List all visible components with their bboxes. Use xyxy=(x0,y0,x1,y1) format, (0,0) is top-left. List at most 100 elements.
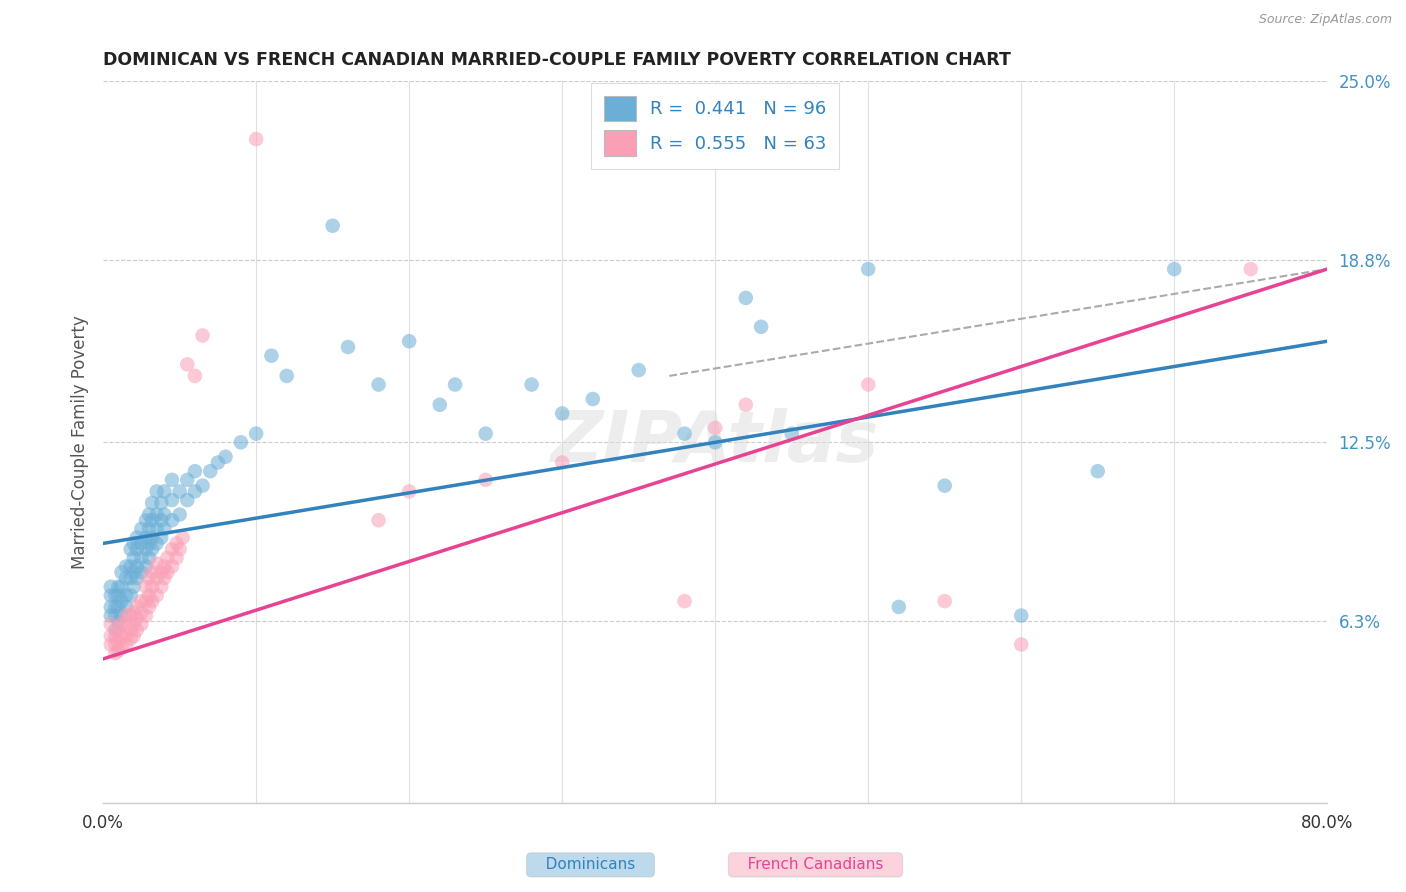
Point xyxy=(734,291,756,305)
Point xyxy=(125,559,148,574)
Point xyxy=(336,340,359,354)
Point xyxy=(398,484,420,499)
Point xyxy=(176,473,198,487)
Point xyxy=(734,398,756,412)
Point xyxy=(160,473,183,487)
Point xyxy=(145,484,167,499)
Y-axis label: Married-Couple Family Poverty: Married-Couple Family Poverty xyxy=(72,316,89,569)
Point xyxy=(110,617,132,632)
Point xyxy=(115,617,138,632)
Point xyxy=(474,426,496,441)
Point xyxy=(367,513,389,527)
Point xyxy=(125,542,148,557)
Point xyxy=(115,588,138,602)
Point xyxy=(104,623,127,637)
Point xyxy=(141,566,163,580)
Point xyxy=(104,608,127,623)
Point xyxy=(153,559,176,574)
Point xyxy=(145,522,167,536)
Point xyxy=(749,319,772,334)
Point xyxy=(135,580,157,594)
Point xyxy=(125,571,148,585)
Point xyxy=(138,522,160,536)
Point xyxy=(135,559,157,574)
Point xyxy=(115,629,138,643)
Point xyxy=(858,377,880,392)
Point xyxy=(184,484,207,499)
Point xyxy=(141,496,163,510)
Point xyxy=(184,464,207,478)
Point xyxy=(169,508,191,522)
Point xyxy=(131,550,153,565)
Point xyxy=(934,478,956,492)
Point xyxy=(1010,608,1032,623)
Point xyxy=(138,508,160,522)
Point xyxy=(141,580,163,594)
Point xyxy=(627,363,650,377)
Point xyxy=(141,531,163,545)
Point xyxy=(120,588,142,602)
Point xyxy=(245,132,267,146)
Point xyxy=(172,531,194,545)
Point xyxy=(107,623,129,637)
Point xyxy=(153,508,176,522)
Point xyxy=(673,594,696,608)
Point xyxy=(135,608,157,623)
Point xyxy=(120,571,142,585)
Point xyxy=(704,421,727,435)
Point xyxy=(125,611,148,625)
Point xyxy=(160,493,183,508)
Point xyxy=(110,640,132,655)
Point xyxy=(125,599,148,614)
Point xyxy=(131,566,153,580)
Point xyxy=(100,617,122,632)
Point xyxy=(138,550,160,565)
Point xyxy=(145,557,167,571)
Point xyxy=(100,580,122,594)
Point xyxy=(214,450,236,464)
Point xyxy=(100,629,122,643)
Point xyxy=(141,513,163,527)
Point xyxy=(673,426,696,441)
Point xyxy=(122,629,145,643)
Point xyxy=(141,542,163,557)
Point xyxy=(474,473,496,487)
Point xyxy=(200,464,222,478)
Point xyxy=(122,550,145,565)
Point xyxy=(245,426,267,441)
Point xyxy=(582,392,605,406)
Text: DOMINICAN VS FRENCH CANADIAN MARRIED-COUPLE FAMILY POVERTY CORRELATION CHART: DOMINICAN VS FRENCH CANADIAN MARRIED-COU… xyxy=(103,51,1011,69)
Point xyxy=(107,615,129,629)
Point xyxy=(176,493,198,508)
Point xyxy=(150,513,173,527)
Point xyxy=(131,606,153,620)
Point xyxy=(120,623,142,637)
Point xyxy=(125,623,148,637)
Point xyxy=(207,456,229,470)
Point xyxy=(156,566,179,580)
Point xyxy=(429,398,451,412)
Point xyxy=(138,588,160,602)
Point xyxy=(110,566,132,580)
Point xyxy=(322,219,344,233)
Point xyxy=(104,588,127,602)
Point xyxy=(229,435,252,450)
Point xyxy=(104,599,127,614)
Point xyxy=(1087,464,1109,478)
Point xyxy=(260,349,283,363)
Point xyxy=(138,536,160,550)
Point xyxy=(115,599,138,614)
Text: French Canadians: French Canadians xyxy=(733,857,898,872)
Point xyxy=(122,536,145,550)
Point xyxy=(150,566,173,580)
Point xyxy=(122,566,145,580)
Point xyxy=(191,478,214,492)
Point xyxy=(191,328,214,343)
Point xyxy=(169,542,191,557)
Point xyxy=(120,608,142,623)
Point xyxy=(276,368,298,383)
Point xyxy=(120,542,142,557)
Point xyxy=(107,588,129,602)
Point xyxy=(131,617,153,632)
Point xyxy=(115,571,138,585)
